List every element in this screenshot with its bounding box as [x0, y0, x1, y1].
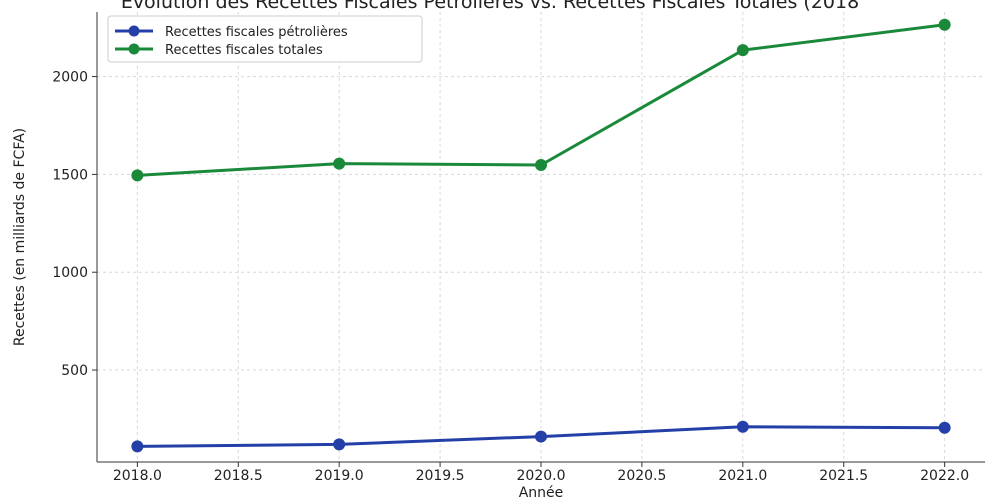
legend-label: Recettes fiscales totales	[165, 43, 323, 58]
x-ticks: 2018.0 2018.5 2019.0 2019.5 2020.0 2020.5 2021…	[113, 462, 969, 484]
series-1-point	[938, 18, 951, 31]
x-tick-label: 2018.0	[113, 468, 162, 484]
series-1-point	[736, 44, 749, 57]
x-tick-label: 2021.5	[819, 468, 868, 484]
series-1-point	[131, 169, 144, 182]
series-0-point	[535, 430, 547, 443]
legend-label: Recettes fiscales pétrolières	[165, 25, 348, 40]
y-axis-label: Recettes (en milliards de FCFA)	[12, 128, 28, 346]
y-ticks: 500 1000 1500 2000	[52, 70, 97, 379]
legend-swatch-marker	[128, 25, 140, 37]
y-tick-label: 500	[61, 363, 88, 379]
x-tick-label: 2019.5	[416, 468, 465, 484]
grid	[97, 12, 985, 462]
x-tick-label: 2020.5	[617, 468, 666, 484]
chart-title: Évolution des Recettes Fiscales Pétroliè…	[121, 0, 859, 13]
legend-swatch-marker	[128, 43, 140, 55]
legend: Recettes fiscales pétrolières Recettes fi…	[107, 15, 423, 63]
series-1-point	[535, 159, 547, 171]
x-axis-label: Année	[519, 485, 564, 499]
y-tick-label: 1500	[52, 167, 88, 183]
legend-box	[107, 15, 423, 63]
y-tick-label: 1000	[52, 265, 88, 281]
series-0-point	[736, 420, 749, 433]
x-tick-label: 2019.0	[315, 468, 364, 484]
series-0-point	[131, 440, 144, 453]
series-1-point	[333, 157, 346, 170]
series	[131, 18, 951, 453]
x-tick-label: 2022.0	[920, 468, 969, 484]
x-tick-label: 2018.5	[214, 468, 263, 484]
x-tick-label: 2020.0	[517, 468, 566, 484]
series-0-point	[938, 421, 951, 434]
x-tick-label: 2021.0	[718, 468, 767, 484]
series-0-point	[333, 438, 346, 451]
y-tick-label: 2000	[52, 70, 88, 86]
